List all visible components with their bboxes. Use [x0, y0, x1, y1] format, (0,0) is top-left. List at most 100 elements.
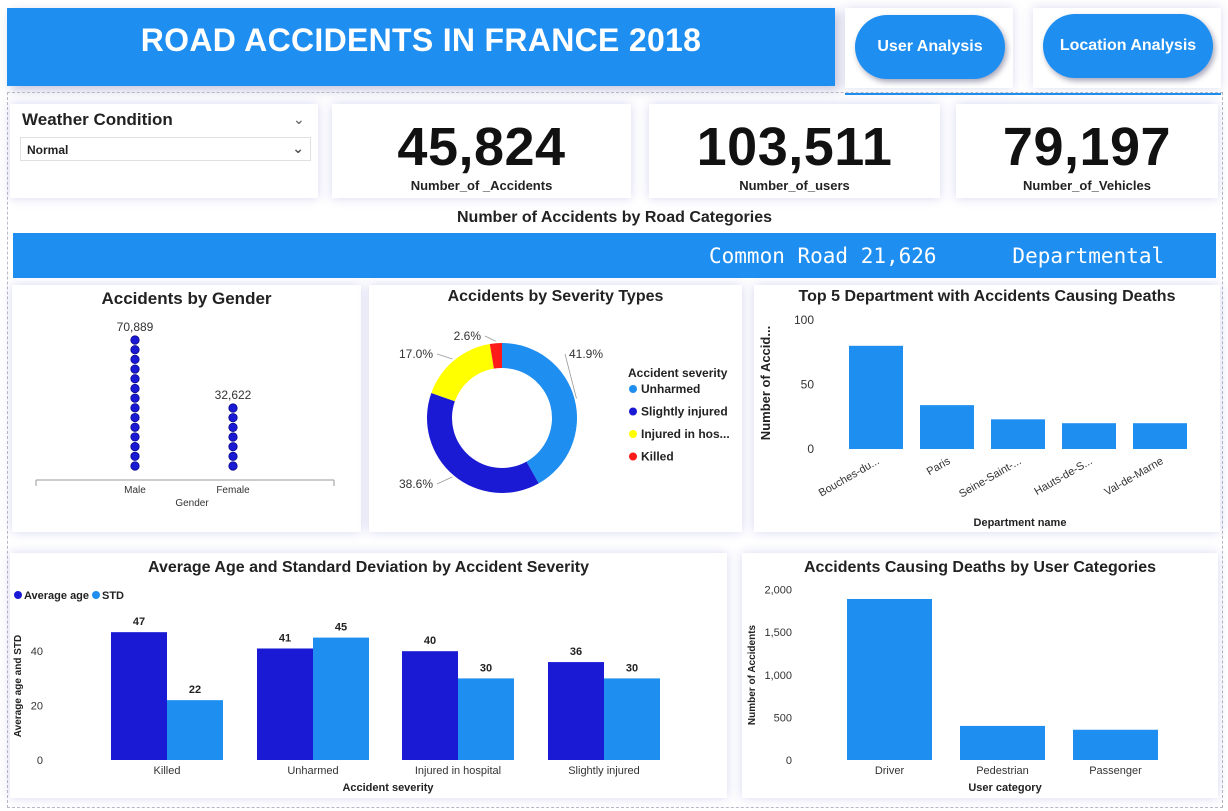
data-point	[130, 422, 140, 432]
location-analysis-button[interactable]: Location Analysis	[1043, 14, 1213, 78]
data-label: 41	[279, 632, 291, 644]
legend-title: Accident severity	[628, 366, 728, 380]
x-tick-label: Male	[124, 485, 146, 496]
x-tick-label: Pedestrian	[976, 765, 1029, 777]
x-tick-label: Passenger	[1089, 765, 1142, 777]
x-tick-label: Hauts-de-S...	[1032, 455, 1094, 498]
leader-line	[484, 335, 496, 342]
x-tick-label: Val-de-Marne	[1102, 455, 1165, 498]
weather-slicer: Weather Condition ⌄ Normal ⌄	[10, 104, 318, 198]
data-point	[130, 335, 140, 345]
slice-label: 2.6%	[454, 329, 482, 343]
bar	[548, 662, 604, 760]
age-chart-card: Average Age and Standard Deviation by Ac…	[10, 553, 727, 798]
chevron-down-icon[interactable]: ⌄	[293, 111, 305, 127]
title-banner: ROAD ACCIDENTS IN FRANCE 2018	[7, 8, 835, 86]
x-axis-title: Gender	[175, 498, 209, 509]
kpi-accidents-value: 45,824	[397, 117, 566, 177]
y-tick-label: 500	[774, 712, 792, 724]
y-tick-label: 40	[31, 646, 43, 658]
kpi-accidents-card: 45,824 Number_of _Accidents	[332, 104, 631, 198]
weather-selected-value: Normal	[27, 143, 69, 157]
bar	[1062, 423, 1116, 449]
legend-label: STD	[102, 590, 124, 602]
user-analysis-card: User Analysis	[845, 8, 1013, 88]
kpi-accidents-label: Number_of _Accidents	[410, 178, 553, 193]
data-point	[130, 451, 140, 461]
data-point	[130, 412, 140, 423]
bar	[1073, 729, 1158, 760]
user-analysis-button[interactable]: User Analysis	[855, 15, 1005, 79]
y-tick-label: 50	[801, 378, 815, 392]
bar	[991, 419, 1045, 449]
bar	[849, 345, 903, 449]
bar	[604, 678, 660, 760]
data-point	[228, 451, 238, 461]
data-point	[130, 345, 140, 355]
chart-title: Accidents by Severity Types	[447, 288, 664, 305]
data-label: 30	[480, 662, 492, 674]
x-tick-label: Driver	[875, 765, 905, 777]
x-tick-label: Injured in hospital	[415, 765, 501, 777]
y-tick-label: 2,000	[764, 585, 792, 597]
legend-marker	[629, 430, 637, 438]
x-axis-title: User category	[968, 782, 1042, 794]
y-tick-label: 0	[37, 755, 43, 767]
kpi-users-value: 103,511	[696, 117, 893, 177]
road-categories-title: Number of Accidents by Road Categories	[456, 209, 773, 226]
data-point	[130, 442, 140, 452]
y-tick-label: 1,500	[764, 627, 792, 639]
legend-label: Slightly injured	[641, 405, 728, 419]
severity-donut-chart: 41.9% 38.6% 17.0% 2.6% Accident severity Unha…	[399, 329, 730, 493]
legend-label: Killed	[641, 450, 674, 464]
user-categories-bar-chart: 0 500 1,000 1,500 2,000 Number of Accidents Dr…	[747, 585, 1158, 794]
leader-line	[436, 476, 453, 485]
legend-label: Unharmed	[641, 382, 700, 396]
road-categories-ticker[interactable]: Common Road 21,626 Departmental	[13, 233, 1216, 278]
x-tick-label: Unharmed	[287, 765, 338, 777]
chart-title: Average Age and Standard Deviation by Ac…	[147, 559, 590, 576]
age-clustered-bar-chart: Average age STD 0 20 40 Average age and STD 47…	[13, 590, 660, 794]
data-label: 47	[133, 616, 145, 628]
data-label: 32,622	[215, 388, 252, 402]
ticker-text: Common Road 21,626 Departmental	[709, 244, 1165, 268]
data-point	[130, 383, 140, 394]
y-axis-title: Number of Accidents	[747, 624, 758, 725]
location-analysis-card: Location Analysis	[1033, 8, 1221, 88]
kpi-users-card: 103,511 Number_of_users	[649, 104, 940, 198]
kpi-vehicles-card: 79,197 Number_of_Vehicles	[956, 104, 1218, 198]
header-divider	[845, 93, 1221, 95]
chevron-down-icon[interactable]: ⌄	[292, 140, 304, 156]
y-tick-label: 20	[31, 701, 43, 713]
legend-marker	[629, 407, 637, 416]
severity-chart-card: Accidents by Severity Types 41.9% 38.6% 17…	[369, 285, 742, 532]
y-tick-label: 1,000	[764, 670, 792, 682]
y-tick-label: 0	[807, 442, 814, 456]
data-label: 30	[626, 662, 638, 674]
kpi-vehicles-value: 79,197	[1002, 117, 1172, 177]
bar	[167, 700, 223, 760]
canvas-frame	[7, 92, 1223, 808]
donut-slice	[502, 343, 577, 484]
data-point	[228, 442, 238, 452]
bar	[402, 651, 458, 760]
data-point	[130, 393, 140, 403]
data-point	[130, 461, 140, 471]
legend-marker	[92, 591, 100, 599]
x-axis-title: Accident severity	[342, 782, 434, 794]
kpi-users-label: Number_of_users	[739, 178, 850, 193]
bar	[960, 725, 1045, 760]
data-label: 70,889	[117, 320, 154, 334]
donut-slice	[427, 392, 539, 493]
bar	[111, 632, 167, 760]
bar	[257, 648, 313, 760]
legend-marker	[629, 452, 637, 461]
departments-bar-chart: 100 50 0 Number of Accid... Bouches-du... Par…	[758, 313, 1187, 529]
slice-label: 17.0%	[399, 347, 433, 361]
page-title: ROAD ACCIDENTS IN FRANCE 2018	[140, 22, 702, 58]
weather-dropdown[interactable]: Normal ⌄	[20, 137, 311, 161]
legend-marker	[14, 591, 22, 599]
legend-label: Average age	[24, 590, 89, 602]
slicer-title: Weather Condition	[22, 110, 173, 129]
data-point	[228, 432, 238, 442]
